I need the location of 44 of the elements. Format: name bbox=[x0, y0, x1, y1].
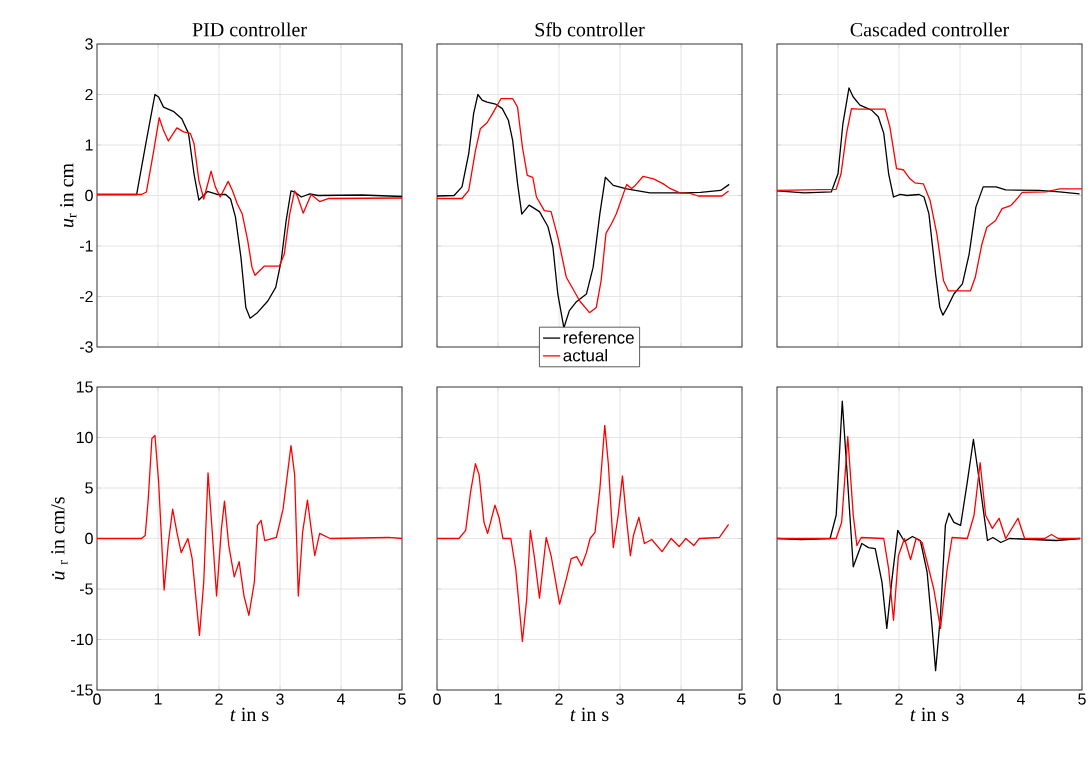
line-series bbox=[97, 434, 402, 637]
chart-title: Sfb controller bbox=[535, 22, 645, 37]
y-axis-title: u̇$_{r}$ in cm/s bbox=[51, 497, 68, 580]
x-tick-label: 1 bbox=[494, 693, 502, 705]
x-tick-label: 4 bbox=[1016, 693, 1025, 705]
y-tick-label: 15 bbox=[76, 381, 93, 393]
x-tick-label: 5 bbox=[398, 693, 406, 705]
y-tick-label: 0 bbox=[85, 189, 93, 202]
x-axis-title: t in s bbox=[230, 707, 269, 722]
x-tick-label: 4 bbox=[336, 693, 345, 705]
x-tick-label: 5 bbox=[738, 693, 746, 705]
legend-label: reference bbox=[563, 331, 634, 344]
x-tick-label: 3 bbox=[956, 693, 964, 705]
y-tick-label: -1 bbox=[79, 240, 93, 252]
y-tick-label: -10 bbox=[71, 633, 93, 646]
y-tick-label: 5 bbox=[85, 482, 93, 494]
x-tick-label: 1 bbox=[154, 693, 162, 705]
y-tick-label: 3 bbox=[85, 38, 93, 50]
x-tick-label: 0 bbox=[773, 693, 781, 705]
x-tick-label: 2 bbox=[215, 693, 223, 705]
y-tick-label: -5 bbox=[79, 583, 93, 595]
y-tick-label: -15 bbox=[71, 684, 93, 696]
x-tick-label: 2 bbox=[555, 693, 563, 705]
y-tick-label: -3 bbox=[79, 341, 93, 353]
x-tick-label: 1 bbox=[834, 693, 842, 705]
x-axis-title: t in s bbox=[910, 707, 949, 722]
y-tick-label: 10 bbox=[76, 431, 93, 444]
y-tick-label: -2 bbox=[79, 290, 93, 303]
x-tick-label: 0 bbox=[433, 693, 441, 705]
line-series bbox=[97, 117, 402, 276]
x-axis-title: t in s bbox=[570, 707, 609, 722]
x-tick-label: 2 bbox=[895, 693, 903, 705]
x-tick-label: 3 bbox=[276, 693, 284, 705]
x-tick-label: 3 bbox=[616, 693, 624, 705]
y-tick-label: 1 bbox=[85, 139, 93, 151]
y-tick-label: 0 bbox=[85, 532, 93, 545]
x-tick-label: 5 bbox=[1078, 693, 1086, 705]
legend-label: actual bbox=[563, 348, 607, 362]
y-axis-title: u$_{r}$ in cm bbox=[60, 163, 77, 228]
chart-title: Cascaded controller bbox=[850, 22, 1010, 37]
x-tick-label: 4 bbox=[676, 693, 685, 705]
x-tick-label: 0 bbox=[93, 693, 101, 705]
y-tick-label: 2 bbox=[85, 88, 93, 101]
chart-title: PID controller bbox=[192, 22, 307, 37]
